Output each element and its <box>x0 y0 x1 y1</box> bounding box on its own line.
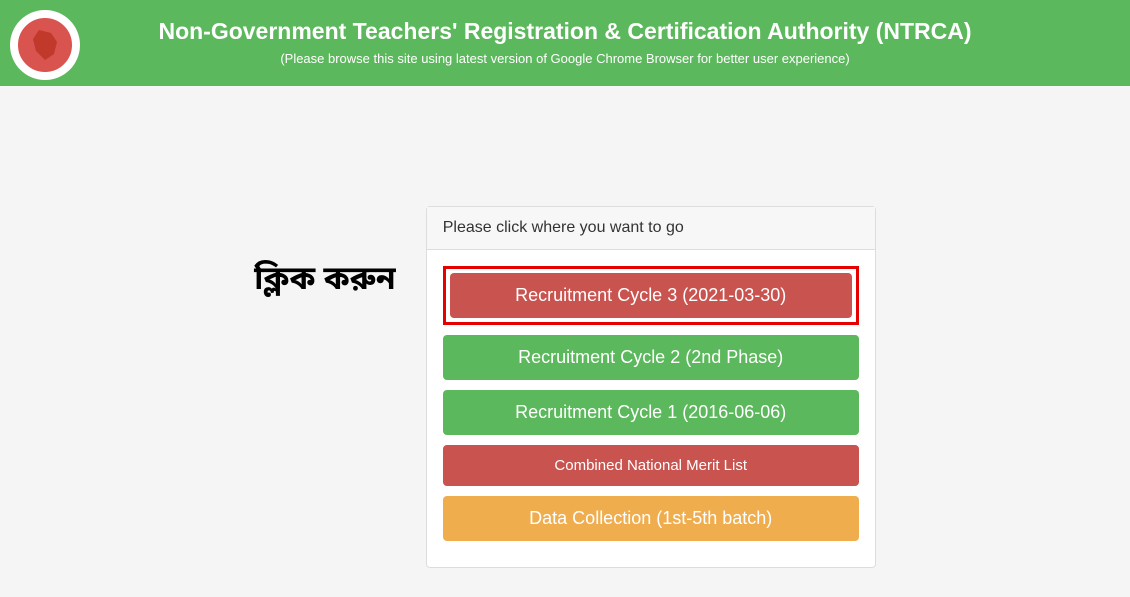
highlight-box: Recruitment Cycle 3 (2021-03-30) <box>443 266 859 325</box>
page-header: Non-Government Teachers' Registration & … <box>0 0 1130 86</box>
main-content: ক্লিক করুন Please click where you want t… <box>0 206 1130 568</box>
navigation-panel: Please click where you want to go Recrui… <box>426 206 876 568</box>
header-subtitle: (Please browse this site using latest ve… <box>10 51 1120 66</box>
recruitment-cycle-1-button[interactable]: Recruitment Cycle 1 (2016-06-06) <box>443 390 859 435</box>
govt-logo <box>10 10 80 80</box>
logo-seal <box>16 16 74 74</box>
header-title: Non-Government Teachers' Registration & … <box>10 18 1120 45</box>
header-text-block: Non-Government Teachers' Registration & … <box>10 18 1120 66</box>
panel-header: Please click where you want to go <box>427 207 875 250</box>
panel-body: Recruitment Cycle 3 (2021-03-30) Recruit… <box>427 250 875 567</box>
combined-merit-list-button[interactable]: Combined National Merit List <box>443 445 859 486</box>
data-collection-button[interactable]: Data Collection (1st-5th batch) <box>443 496 859 541</box>
logo-map-icon <box>30 30 60 60</box>
recruitment-cycle-3-button[interactable]: Recruitment Cycle 3 (2021-03-30) <box>450 273 852 318</box>
recruitment-cycle-2-button[interactable]: Recruitment Cycle 2 (2nd Phase) <box>443 335 859 380</box>
click-here-annotation: ক্লিক করুন <box>254 261 395 303</box>
